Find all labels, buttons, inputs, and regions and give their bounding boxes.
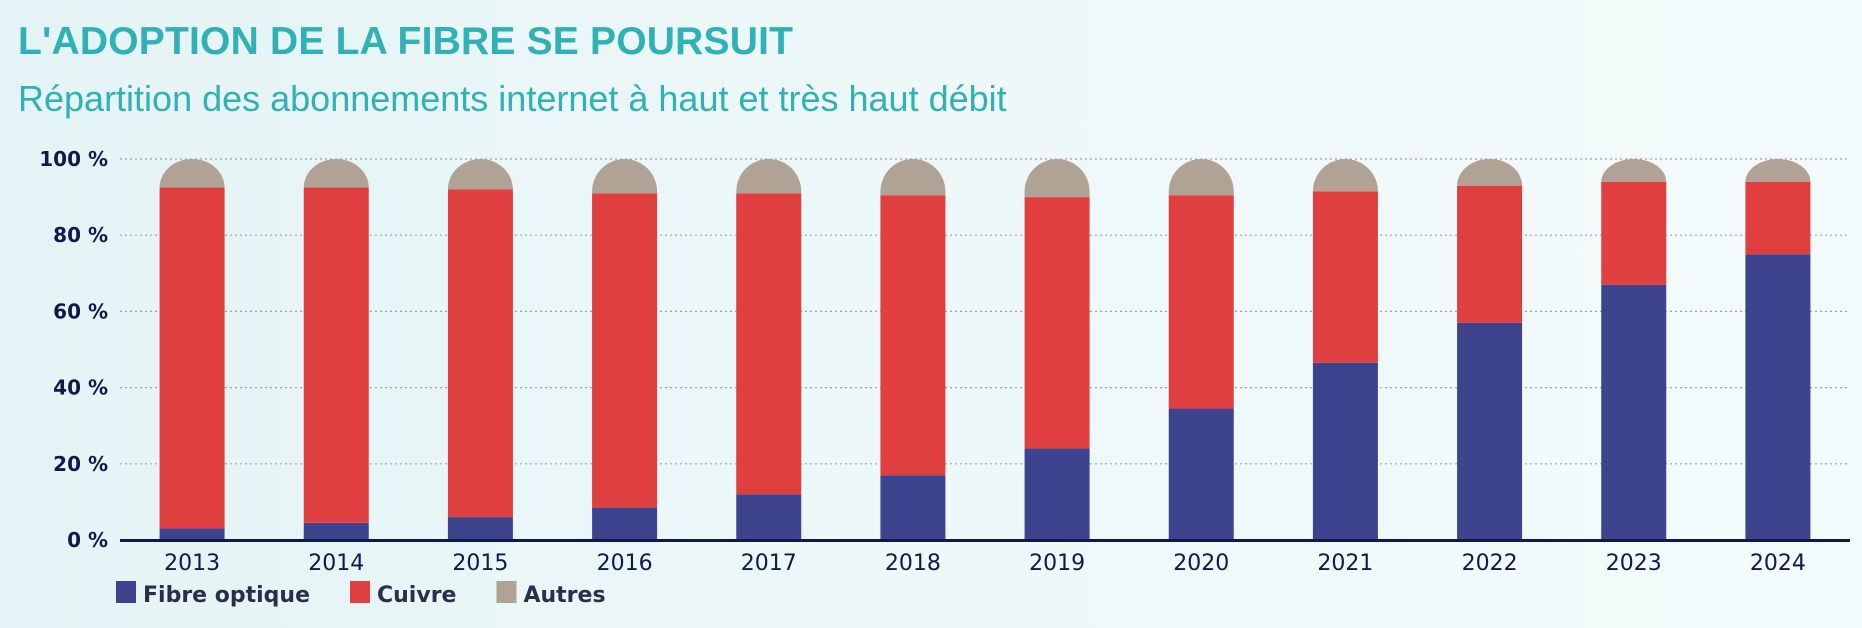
bar-group-2021 bbox=[1312, 159, 1378, 540]
bar-cuivre-2016 bbox=[592, 193, 658, 508]
bar-autres-2017 bbox=[736, 159, 802, 194]
bar-fibre-optique-2021 bbox=[1312, 362, 1378, 540]
bar-fibre-optique-2022 bbox=[1457, 322, 1523, 540]
legend: Fibre optique Cuivre Autres bbox=[116, 581, 606, 608]
bar-fibre-optique-2013 bbox=[159, 528, 225, 540]
bar-fibre-optique-2020 bbox=[1168, 408, 1234, 540]
bar-autres-2013 bbox=[159, 158, 225, 188]
bar-group-2013 bbox=[159, 158, 225, 540]
bar-fibre-optique-2017 bbox=[736, 494, 802, 540]
legend-label: Autres bbox=[523, 583, 605, 608]
x-tick-label: 2021 bbox=[1317, 551, 1373, 576]
bar-cuivre-2017 bbox=[736, 193, 802, 495]
bar-fibre-optique-2014 bbox=[303, 522, 369, 540]
bar-fibre-optique-2023 bbox=[1601, 284, 1667, 540]
bar-fibre-optique-2018 bbox=[880, 475, 946, 540]
bar-group-2016 bbox=[592, 159, 658, 540]
y-tick-label: 60 % bbox=[53, 299, 108, 323]
bar-cuivre-2013 bbox=[159, 187, 225, 529]
bar-group-2024 bbox=[1745, 159, 1811, 540]
chart-title: L'ADOPTION DE LA FIBRE SE POURSUIT bbox=[18, 20, 794, 63]
y-tick-label: 100 % bbox=[39, 147, 108, 171]
bar-cuivre-2020 bbox=[1168, 195, 1234, 409]
bar-cuivre-2021 bbox=[1312, 191, 1378, 363]
bar-autres-2014 bbox=[303, 158, 369, 188]
legend-item-autres: Autres bbox=[496, 581, 606, 608]
bar-group-2020 bbox=[1168, 159, 1234, 540]
bar-cuivre-2019 bbox=[1024, 197, 1090, 449]
bar-group-2015 bbox=[447, 158, 513, 540]
bar-fibre-optique-2015 bbox=[447, 517, 513, 540]
bar-group-2018 bbox=[880, 159, 946, 540]
y-tick-label: 80 % bbox=[53, 223, 108, 247]
bar-autres-2023 bbox=[1601, 159, 1667, 182]
bar-cuivre-2015 bbox=[447, 189, 513, 518]
legend-item-fibre-optique: Fibre optique bbox=[116, 581, 310, 608]
x-tick-label: 2015 bbox=[452, 551, 508, 576]
bar-autres-2021 bbox=[1312, 159, 1378, 192]
legend-swatch bbox=[496, 581, 517, 603]
x-tick-label: 2014 bbox=[308, 551, 364, 576]
x-axis: 2013 2014 2015 2016 2017 2018 2019 2020 2021 2022… bbox=[120, 539, 1850, 576]
y-tick-label: 20 % bbox=[53, 452, 108, 476]
bars bbox=[159, 158, 1811, 540]
bar-autres-2018 bbox=[880, 159, 946, 196]
y-axis: 0 % 20 % 40 % 60 % 80 % 100 % bbox=[39, 147, 108, 552]
bar-autres-2016 bbox=[592, 159, 658, 194]
legend-swatch bbox=[350, 581, 370, 603]
bar-autres-2015 bbox=[447, 158, 513, 190]
bar-group-2014 bbox=[303, 158, 369, 540]
bar-autres-2022 bbox=[1457, 158, 1523, 186]
bar-cuivre-2022 bbox=[1457, 185, 1523, 323]
x-tick-label: 2020 bbox=[1173, 551, 1229, 576]
bar-fibre-optique-2016 bbox=[592, 507, 658, 540]
x-tick-label: 2017 bbox=[741, 551, 797, 576]
bar-cuivre-2018 bbox=[880, 195, 946, 476]
bar-cuivre-2023 bbox=[1601, 181, 1667, 285]
bar-group-2017 bbox=[736, 159, 802, 540]
x-tick-label: 2023 bbox=[1606, 551, 1662, 576]
x-tick-label: 2013 bbox=[164, 551, 220, 576]
bar-fibre-optique-2019 bbox=[1024, 448, 1090, 540]
bar-autres-2024 bbox=[1745, 159, 1811, 182]
y-tick-label: 40 % bbox=[53, 376, 108, 400]
x-tick-label: 2018 bbox=[885, 551, 941, 576]
bar-fibre-optique-2024 bbox=[1745, 254, 1811, 540]
bar-autres-2020 bbox=[1168, 159, 1234, 196]
x-tick-label: 2016 bbox=[597, 551, 653, 576]
grid-lines bbox=[120, 158, 1850, 465]
y-tick-label: 0 % bbox=[67, 528, 108, 552]
bar-group-2019 bbox=[1024, 159, 1090, 540]
legend-item-cuivre: Cuivre bbox=[350, 581, 456, 608]
chart-subtitle: Répartition des abonnements internet à h… bbox=[18, 78, 1007, 119]
bar-cuivre-2014 bbox=[303, 187, 369, 523]
bar-group-2022 bbox=[1457, 158, 1523, 540]
legend-label: Cuivre bbox=[377, 583, 456, 608]
x-tick-label: 2019 bbox=[1029, 551, 1085, 576]
legend-label: Fibre optique bbox=[143, 583, 310, 608]
bar-cuivre-2024 bbox=[1745, 181, 1811, 255]
x-tick-label: 2022 bbox=[1462, 551, 1518, 576]
bar-autres-2019 bbox=[1024, 159, 1090, 198]
x-tick-label: 2024 bbox=[1750, 551, 1806, 576]
bar-group-2023 bbox=[1601, 159, 1667, 540]
legend-swatch bbox=[116, 581, 136, 603]
